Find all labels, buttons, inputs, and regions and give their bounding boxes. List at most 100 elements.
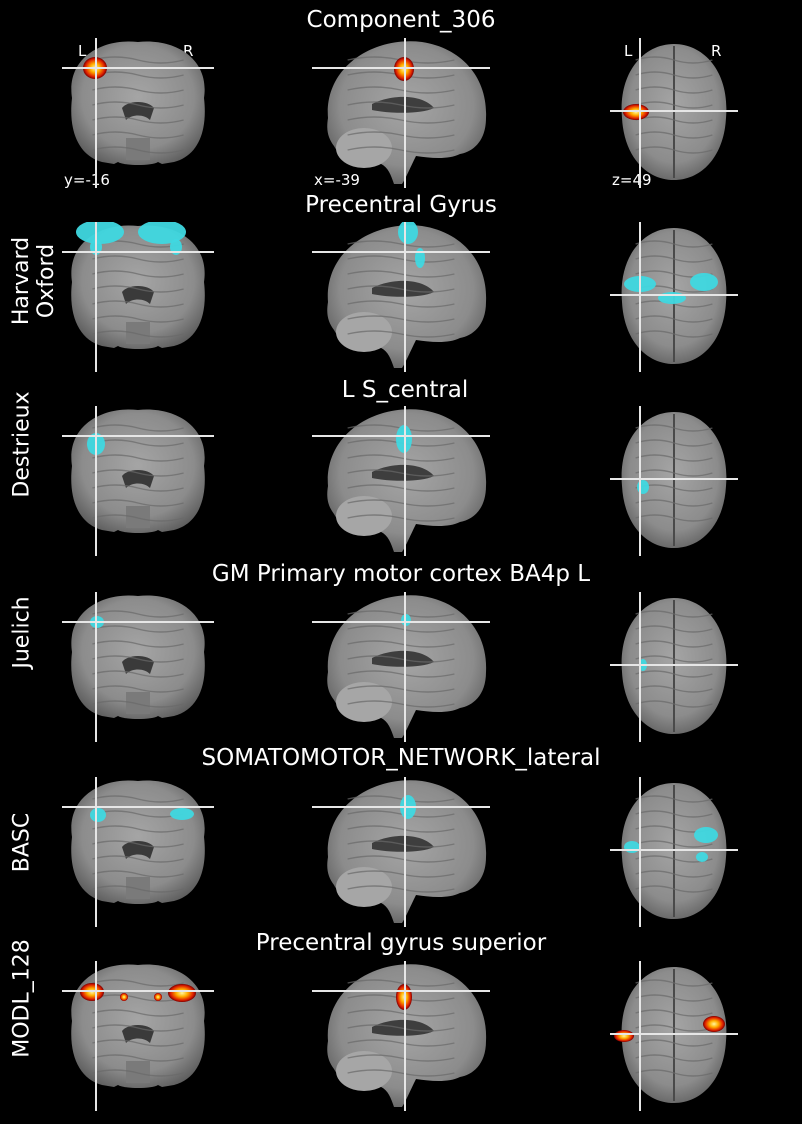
sulcus-texture [347,1069,455,1077]
sulcus-texture [92,979,184,987]
sulcus-texture [92,610,184,618]
basc-axial-slice [610,777,738,927]
sulcus-texture [635,885,713,893]
sulcus-texture [347,979,455,987]
atlas-region-overlay [138,222,186,244]
sulcus-texture [635,810,713,818]
sulcus-texture [635,1054,713,1062]
sulcus-texture [635,870,713,878]
sulcus-texture [92,255,184,263]
activation-blob [168,984,196,1002]
sulcus-texture [92,840,184,848]
destrieux-axial-slice [610,406,738,556]
sulcus-texture [92,685,184,693]
sulcus-texture [347,885,455,893]
sulcus-texture [347,499,455,507]
sulcus-texture [347,285,455,293]
sulcus-texture [635,469,713,477]
sulcus-texture [347,514,455,522]
sulcus-texture [347,840,455,848]
sulcus-texture [347,300,455,308]
sulcus-texture [635,685,713,693]
sulcus-texture [347,655,455,663]
sulcus-texture [635,86,713,94]
sulcus-texture [347,469,455,477]
sulcus-texture [635,101,713,109]
sulcus-texture [635,71,713,79]
brainstem-shape [126,506,150,528]
sulcus-texture [92,994,184,1002]
brainstem-shape [126,877,150,899]
sulcus-texture [635,131,713,139]
brainstem-shape [126,138,150,160]
coronal-left-label: L [78,42,87,60]
sulcus-texture [635,116,713,124]
sulcus-texture [92,270,184,278]
sulcus-texture [635,315,713,323]
harvard-oxford-sagittal-slice [312,222,490,372]
sulcus-texture [635,610,713,618]
row-title-destrieux: L S_central [341,377,469,403]
sulcus-texture [92,285,184,293]
atlas-label-juelich: Juelich [9,596,35,669]
sulcus-texture [347,1039,455,1047]
sulcus-texture [635,255,713,263]
sulcus-texture [92,670,184,678]
sulcus-texture [635,670,713,678]
sulcus-texture [347,330,455,338]
modl-coronal-slice [62,961,214,1111]
sulcus-texture [635,240,713,248]
modl-axial-slice [610,961,738,1111]
sulcus-texture [92,1024,184,1032]
sulcus-texture [347,870,455,878]
harvard-oxford-coronal-slice [62,222,214,372]
sulcus-texture [92,300,184,308]
atlas-region-overlay [637,480,649,494]
sulcus-texture [92,56,184,64]
basc-sagittal-slice [312,777,490,927]
sulcus-texture [635,840,713,848]
atlas-label-basc: BASC [9,812,35,873]
component-sagittal-slice [312,38,490,188]
atlas-region-overlay [90,808,106,822]
basc-coronal-slice [62,777,214,927]
atlas-region-overlay [696,852,708,862]
sulcus-texture [347,454,455,462]
sulcus-texture [92,855,184,863]
sulcus-texture [92,825,184,833]
component-title: Component_306 [306,7,496,33]
sulcus-texture [347,131,455,139]
sulcus-texture [92,700,184,708]
axial-right-label: R [711,42,722,60]
sulcus-texture [92,870,184,878]
coord-x-label: x=-39 [314,171,360,189]
sulcus-texture [92,795,184,803]
row-title-harvard-oxford: Precentral Gyrus [305,192,497,218]
row-title-modl: Precentral gyrus superior [255,930,547,956]
sulcus-texture [635,1024,713,1032]
sulcus-texture [92,101,184,109]
sulcus-texture [92,1054,184,1062]
atlas-label-destrieux: Destrieux [9,391,35,498]
sulcus-texture [635,300,713,308]
sulcus-texture [347,86,455,94]
axial-left-label: L [624,42,633,60]
sulcus-texture [347,825,455,833]
sulcus-texture [92,86,184,94]
sulcus-texture [347,795,455,803]
sulcus-texture [92,885,184,893]
coord-z-label: z=49 [612,171,652,189]
sulcus-texture [635,146,713,154]
sulcus-texture [635,795,713,803]
sulcus-texture [347,270,455,278]
sulcus-texture [347,240,455,248]
sulcus-texture [635,625,713,633]
juelich-sagittal-slice [312,592,490,742]
sulcus-texture [92,146,184,154]
sulcus-texture [92,1039,184,1047]
sulcus-texture [347,700,455,708]
sulcus-texture [347,484,455,492]
sulcus-texture [347,610,455,618]
sulcus-texture [347,810,455,818]
destrieux-sagittal-slice [312,406,490,556]
